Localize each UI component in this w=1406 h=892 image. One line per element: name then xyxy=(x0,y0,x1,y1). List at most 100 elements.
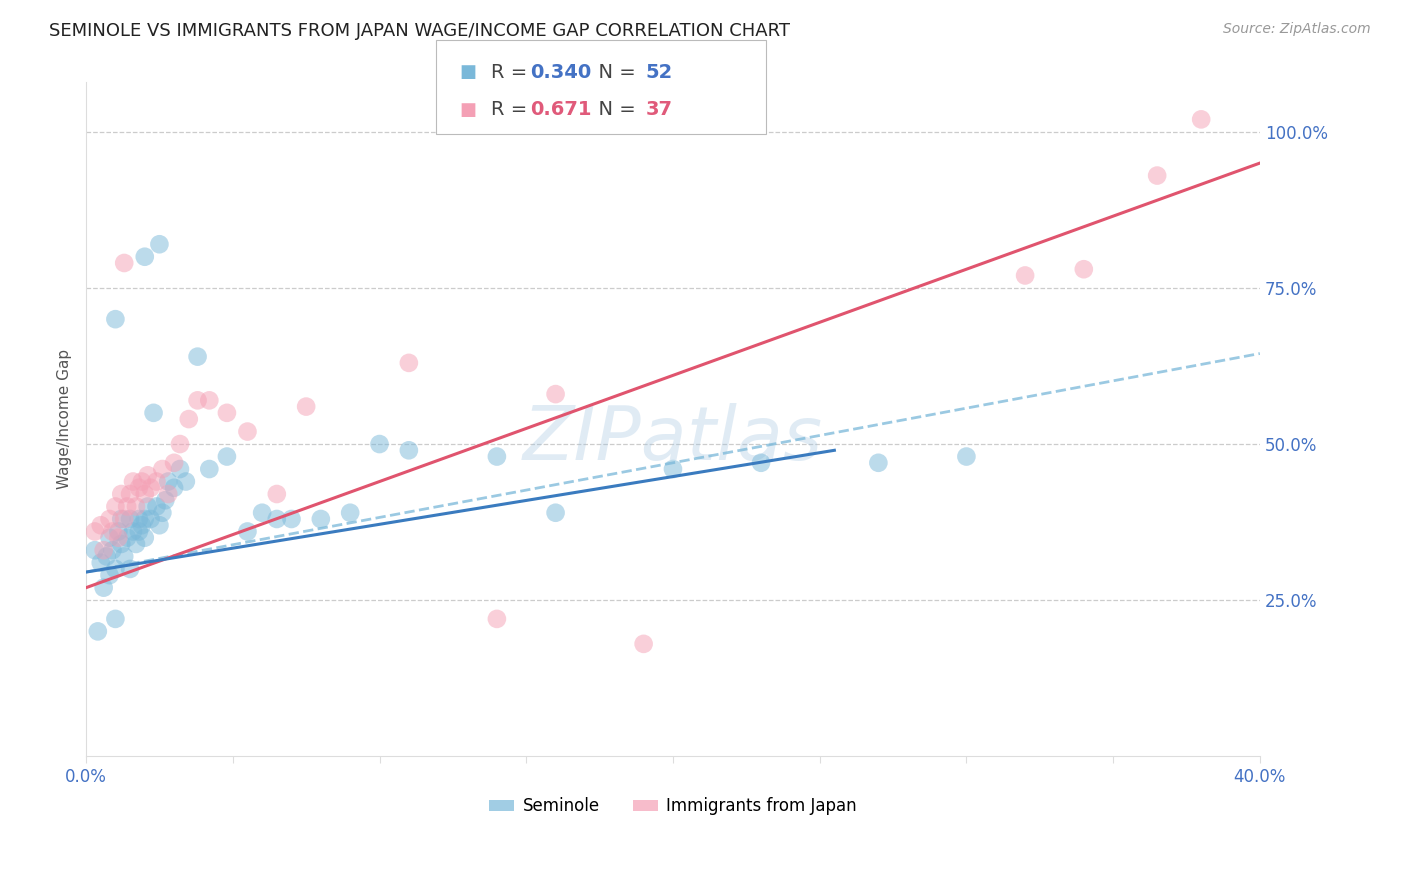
Point xyxy=(122,475,145,489)
Point xyxy=(107,524,129,539)
Point xyxy=(398,356,420,370)
Point xyxy=(148,237,170,252)
Point xyxy=(110,512,132,526)
Point xyxy=(485,612,508,626)
Point xyxy=(125,500,148,514)
Point xyxy=(187,350,209,364)
Point xyxy=(101,524,124,539)
Text: ■: ■ xyxy=(460,63,477,81)
Point xyxy=(83,524,105,539)
Point xyxy=(250,506,273,520)
Point xyxy=(98,531,121,545)
Point xyxy=(868,456,890,470)
Point xyxy=(112,549,135,564)
Point xyxy=(163,456,186,470)
Point xyxy=(139,481,162,495)
Point xyxy=(98,568,121,582)
Point xyxy=(150,506,173,520)
Point xyxy=(120,562,142,576)
Point xyxy=(112,256,135,270)
Point xyxy=(280,512,302,526)
Point xyxy=(309,512,332,526)
Point xyxy=(163,481,186,495)
Point xyxy=(662,462,685,476)
Point xyxy=(155,493,177,508)
Point xyxy=(174,475,197,489)
Point xyxy=(215,406,238,420)
Text: ■: ■ xyxy=(460,101,477,119)
Text: N =: N = xyxy=(586,100,643,120)
Point xyxy=(110,487,132,501)
Point xyxy=(142,406,165,420)
Text: ZIPatlas: ZIPatlas xyxy=(523,403,823,475)
Point xyxy=(98,512,121,526)
Point xyxy=(139,512,162,526)
Point xyxy=(125,537,148,551)
Text: 0.671: 0.671 xyxy=(530,100,592,120)
Point xyxy=(90,518,112,533)
Point xyxy=(198,462,221,476)
Text: SEMINOLE VS IMMIGRANTS FROM JAPAN WAGE/INCOME GAP CORRELATION CHART: SEMINOLE VS IMMIGRANTS FROM JAPAN WAGE/I… xyxy=(49,22,790,40)
Point xyxy=(544,387,567,401)
Point xyxy=(544,506,567,520)
Point xyxy=(134,487,156,501)
Point xyxy=(107,531,129,545)
Point xyxy=(134,531,156,545)
Point xyxy=(115,500,138,514)
Point xyxy=(128,524,150,539)
Point xyxy=(157,475,180,489)
Point xyxy=(120,512,142,526)
Point xyxy=(157,487,180,501)
Point xyxy=(104,562,127,576)
Legend: Seminole, Immigrants from Japan: Seminole, Immigrants from Japan xyxy=(482,791,863,822)
Point xyxy=(339,506,361,520)
Point xyxy=(169,462,191,476)
Point xyxy=(115,531,138,545)
Point xyxy=(104,312,127,326)
Text: R =: R = xyxy=(491,62,533,82)
Point xyxy=(398,443,420,458)
Point xyxy=(96,549,118,564)
Text: 52: 52 xyxy=(645,62,672,82)
Point xyxy=(104,612,127,626)
Point xyxy=(148,518,170,533)
Y-axis label: Wage/Income Gap: Wage/Income Gap xyxy=(58,349,72,489)
Point xyxy=(215,450,238,464)
Point xyxy=(93,543,115,558)
Point xyxy=(83,543,105,558)
Point xyxy=(1189,112,1212,127)
Text: R =: R = xyxy=(491,100,533,120)
Point xyxy=(134,250,156,264)
Point xyxy=(955,450,977,464)
Point xyxy=(110,537,132,551)
Point xyxy=(266,487,288,501)
Point xyxy=(485,450,508,464)
Point xyxy=(90,556,112,570)
Point xyxy=(145,500,167,514)
Text: N =: N = xyxy=(586,62,643,82)
Point xyxy=(295,400,318,414)
Point xyxy=(131,518,153,533)
Point xyxy=(128,512,150,526)
Point xyxy=(236,524,259,539)
Point xyxy=(169,437,191,451)
Point xyxy=(136,500,159,514)
Point xyxy=(633,637,655,651)
Text: 0.340: 0.340 xyxy=(530,62,592,82)
Point xyxy=(150,462,173,476)
Point xyxy=(87,624,110,639)
Text: 37: 37 xyxy=(645,100,672,120)
Point xyxy=(187,393,209,408)
Point xyxy=(1073,262,1095,277)
Text: Source: ZipAtlas.com: Source: ZipAtlas.com xyxy=(1223,22,1371,37)
Point xyxy=(131,475,153,489)
Point xyxy=(134,512,156,526)
Point xyxy=(1014,268,1036,283)
Point xyxy=(112,512,135,526)
Point xyxy=(104,500,127,514)
Point xyxy=(120,487,142,501)
Point xyxy=(1146,169,1168,183)
Point xyxy=(136,468,159,483)
Point xyxy=(177,412,200,426)
Point xyxy=(266,512,288,526)
